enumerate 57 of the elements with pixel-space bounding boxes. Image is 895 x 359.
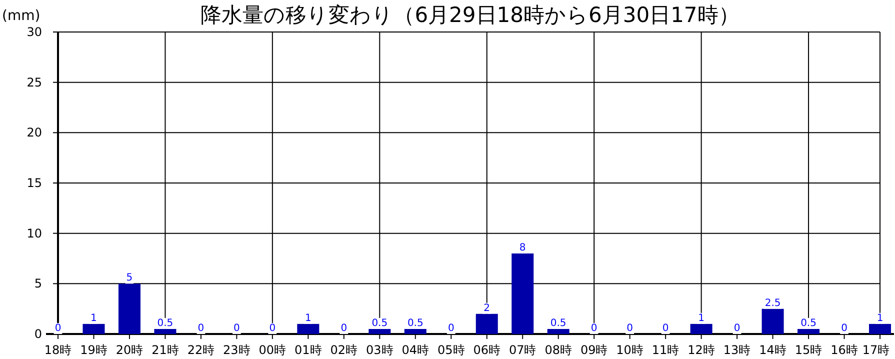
x-tick-label: 08時 xyxy=(544,343,572,357)
x-tick-label: 23時 xyxy=(223,343,250,357)
data-label: 0 xyxy=(662,323,669,334)
x-tick-label: 16時 xyxy=(830,343,858,357)
y-tick-label: 25 xyxy=(26,75,42,90)
y-axis-title: (mm) xyxy=(2,8,40,24)
x-tick-label: 04時 xyxy=(402,343,430,357)
data-label: 2 xyxy=(484,302,490,314)
x-tick-label: 05時 xyxy=(437,343,465,357)
x-tick-label: 22時 xyxy=(187,343,215,357)
x-tick-label: 15時 xyxy=(794,343,822,357)
data-label: 0 xyxy=(54,323,62,334)
data-label: 1 xyxy=(90,312,97,324)
y-tick-label: 15 xyxy=(26,176,42,190)
x-tick-label: 03時 xyxy=(366,343,394,357)
data-label: 1 xyxy=(876,312,884,324)
data-label: 1 xyxy=(304,312,312,324)
data-label: 0 xyxy=(340,323,348,334)
chart-title: 降水量の移り変わり（6月29日18時から6月30日17時） xyxy=(200,3,740,27)
data-label: 0 xyxy=(198,323,204,334)
x-tick-label: 12時 xyxy=(688,343,715,357)
data-label: 0.5 xyxy=(372,318,388,329)
x-tick-label: 01時 xyxy=(294,343,322,357)
data-label: 8 xyxy=(519,242,526,254)
x-tick-label: 11時 xyxy=(652,343,680,357)
y-tick-label: 10 xyxy=(26,226,42,240)
x-tick-label: 18時 xyxy=(44,343,72,357)
data-label: 0 xyxy=(234,323,240,334)
data-label: 0 xyxy=(590,323,598,334)
data-label: 0 xyxy=(841,323,848,334)
x-tick-label: 06時 xyxy=(473,343,501,357)
y-tick-label: 30 xyxy=(26,25,42,39)
data-label: 1 xyxy=(698,312,704,324)
data-label: 0.5 xyxy=(407,318,424,329)
x-tick-label: 21時 xyxy=(152,343,179,357)
data-label: 0.5 xyxy=(800,318,816,329)
data-label: 0 xyxy=(269,323,276,334)
x-tick-label: 13時 xyxy=(723,343,751,357)
x-tick-label: 00時 xyxy=(258,343,286,357)
x-tick-label: 14時 xyxy=(759,343,786,357)
x-tick-label: 09時 xyxy=(580,343,608,357)
x-tick-label: 02時 xyxy=(330,343,358,357)
x-tick-label: 07時 xyxy=(508,343,536,357)
x-tick-label: 19時 xyxy=(80,343,108,357)
x-tick-label: 10時 xyxy=(616,343,644,357)
x-tick-label: 20時 xyxy=(116,343,144,357)
data-label: 0 xyxy=(448,323,454,334)
data-label: 0 xyxy=(734,323,740,334)
data-label: 0.5 xyxy=(550,318,566,329)
y-tick-label: 0 xyxy=(34,327,42,341)
data-label: 5 xyxy=(126,272,133,284)
data-label: 0.5 xyxy=(157,318,174,329)
y-tick-label: 5 xyxy=(34,276,42,291)
y-tick-label: 20 xyxy=(26,126,42,140)
x-tick-label: 17時 xyxy=(862,343,890,357)
data-label: 2.5 xyxy=(764,298,781,309)
data-label: 0 xyxy=(626,323,634,334)
